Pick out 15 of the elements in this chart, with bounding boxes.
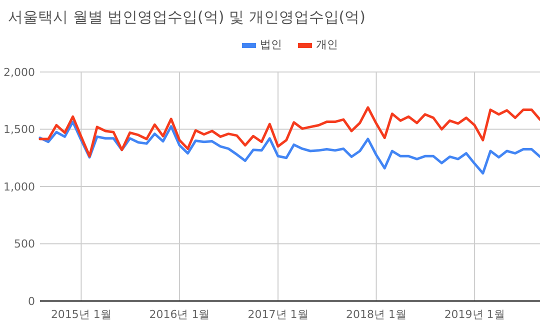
x-tick-label: 2018년 1월 xyxy=(346,308,407,321)
y-tick-label: 0 xyxy=(28,294,35,308)
legend-label: 개인 xyxy=(316,38,338,51)
legend-label: 법인 xyxy=(260,38,282,51)
x-tick-label: 2016년 1월 xyxy=(149,308,210,321)
chart-title: 서울택시 월별 법인영업수입(억) 및 개인영업수입(억) xyxy=(8,8,366,26)
x-tick-label: 2017년 1월 xyxy=(248,308,308,321)
line-series xyxy=(38,106,540,158)
y-tick-label: 1,500 xyxy=(4,123,35,136)
x-tick-label: 2015년 1월 xyxy=(50,308,112,321)
line-series xyxy=(38,120,540,175)
y-tick-label: 500 xyxy=(14,238,35,251)
y-tick-label: 1,000 xyxy=(4,180,35,194)
y-tick-label: 2,000 xyxy=(4,66,35,79)
x-tick-label: 2019년 1월 xyxy=(444,308,505,321)
